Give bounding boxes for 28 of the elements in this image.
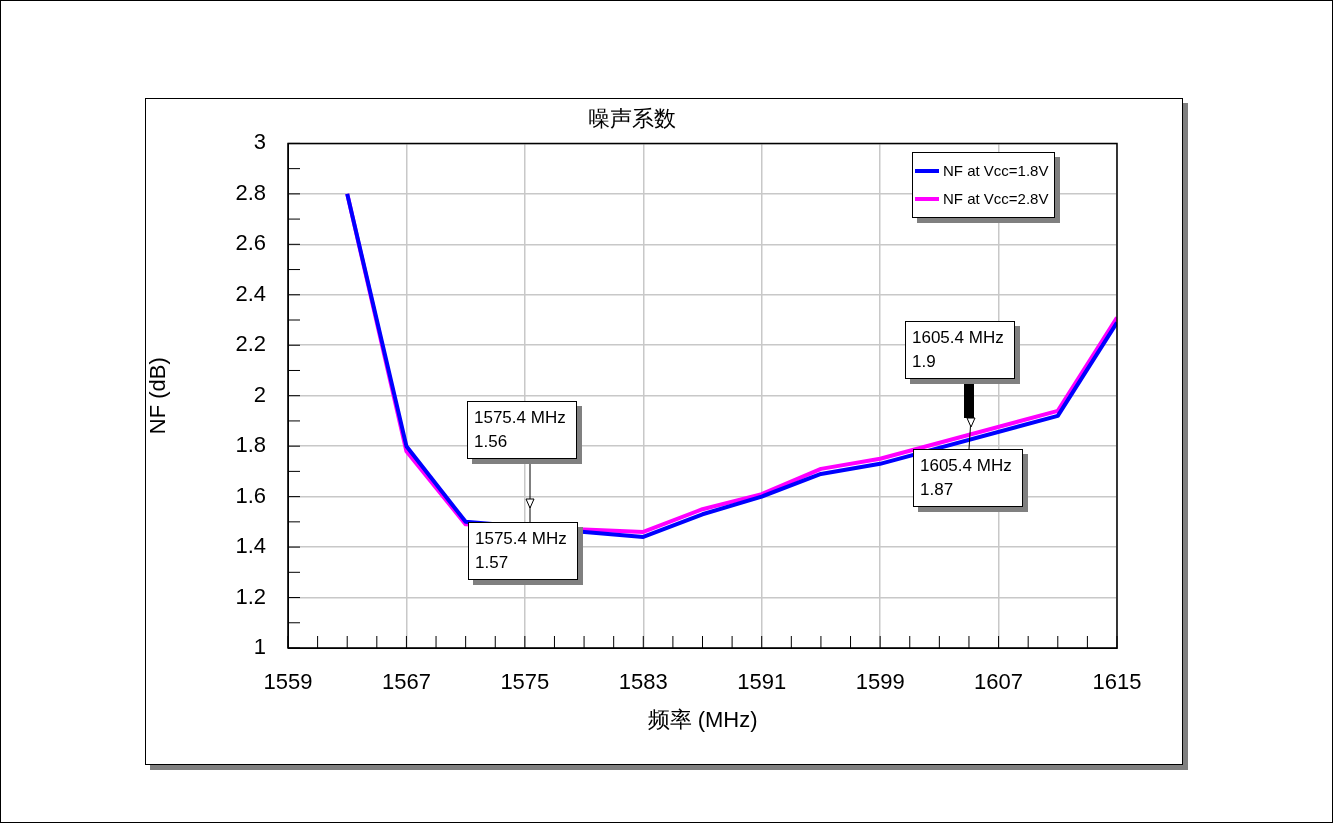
y-tick-label: 1.6 (235, 482, 266, 508)
legend-label: NF at Vcc=1.8V (943, 161, 1049, 181)
y-axis-title: NF (dB) (145, 357, 171, 435)
x-tick-label: 1559 (263, 669, 313, 695)
x-tick-label: 1591 (737, 669, 787, 695)
y-tick-label: 2.8 (235, 179, 266, 205)
x-tick-label: 1599 (855, 669, 905, 695)
annotation: 1605.4 MHz 1.87 (913, 449, 1023, 507)
y-tick-label: 1.8 (235, 432, 266, 458)
legend-label: NF at Vcc=2.8V (943, 189, 1049, 209)
chart-title: 噪声系数 (587, 106, 676, 132)
x-tick-label: 1607 (974, 669, 1024, 695)
y-tick-label: 2.4 (235, 280, 266, 306)
annotation: 1605.4 MHz 1.9 (905, 321, 1015, 379)
y-tick-label: 1.2 (235, 583, 266, 609)
x-axis-title: 频率 (MHz) (647, 706, 758, 732)
x-tick-label: 1575 (500, 669, 550, 695)
y-tick-label: 2.6 (235, 230, 266, 256)
y-tick-label: 1.4 (235, 533, 266, 559)
y-tick-label: 3 (253, 129, 266, 155)
annotation: 1575.4 MHz 1.56 (467, 401, 577, 459)
x-tick-label: 1583 (618, 669, 668, 695)
annotation: 1575.4 MHz 1.57 (468, 522, 578, 580)
y-tick-label: 1 (253, 634, 266, 660)
y-tick-label: 2.2 (235, 331, 266, 357)
x-tick-label: 1615 (1092, 669, 1142, 695)
y-tick-label: 2 (253, 381, 266, 407)
x-tick-label: 1567 (381, 669, 431, 695)
